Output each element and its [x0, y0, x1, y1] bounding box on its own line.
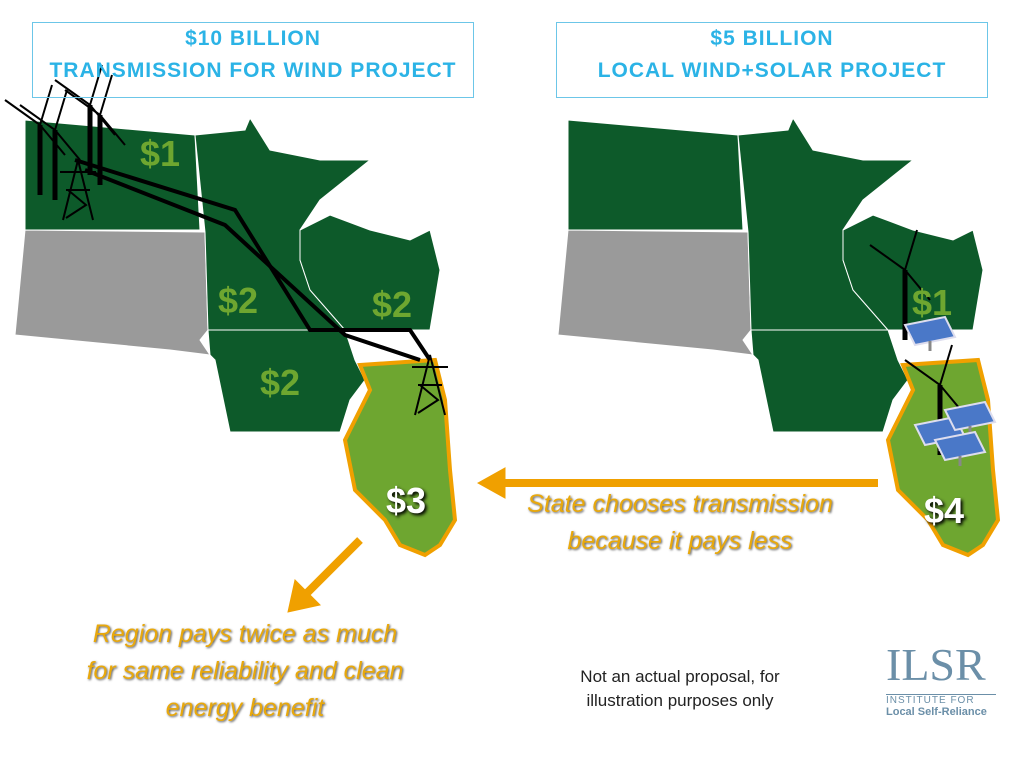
- region-caption: Region pays twice as much for same relia…: [50, 616, 440, 727]
- cost-label: $1: [140, 133, 181, 174]
- right-title: $5 BILLION LOCAL WIND+SOLAR PROJECT: [556, 22, 988, 98]
- transmission-lines: [74, 158, 432, 362]
- cost-label: $3: [386, 480, 427, 521]
- disclaimer: Not an actual proposal, for illustration…: [540, 665, 820, 713]
- title-line: TRANSMISSION FOR WIND PROJECT: [49, 59, 457, 82]
- cost-label: $2: [218, 280, 259, 321]
- disclaimer-line: illustration purposes only: [586, 691, 774, 710]
- caption-line: because it pays less: [567, 527, 793, 555]
- left-title: $10 BILLION TRANSMISSION FOR WIND PROJEC…: [32, 22, 474, 98]
- caption-line: for same reliability and clean: [86, 657, 404, 685]
- caption-line: energy benefit: [165, 694, 325, 722]
- cost-label: $4: [924, 490, 965, 531]
- logo-line: Local Self-Reliance: [886, 706, 987, 718]
- arrow-caption: State chooses transmission because it pa…: [490, 486, 870, 560]
- disclaimer-line: Not an actual proposal, for: [580, 667, 780, 686]
- cost-label: $1: [912, 282, 953, 323]
- caption-line: Region pays twice as much: [92, 620, 398, 648]
- title-line: LOCAL WIND+SOLAR PROJECT: [597, 59, 947, 82]
- logo-line: INSTITUTE FOR: [886, 694, 996, 706]
- arrows: [287, 467, 878, 613]
- cost-label: $2: [260, 362, 301, 403]
- cost-label: $2: [372, 284, 413, 325]
- caption-line: State chooses transmission: [527, 490, 833, 518]
- title-line: $5 BILLION: [710, 27, 834, 50]
- logo: ILSR INSTITUTE FOR Local Self-Reliance: [886, 640, 996, 718]
- title-line: $10 BILLION: [185, 27, 321, 50]
- logo-mark: ILSR: [886, 639, 986, 690]
